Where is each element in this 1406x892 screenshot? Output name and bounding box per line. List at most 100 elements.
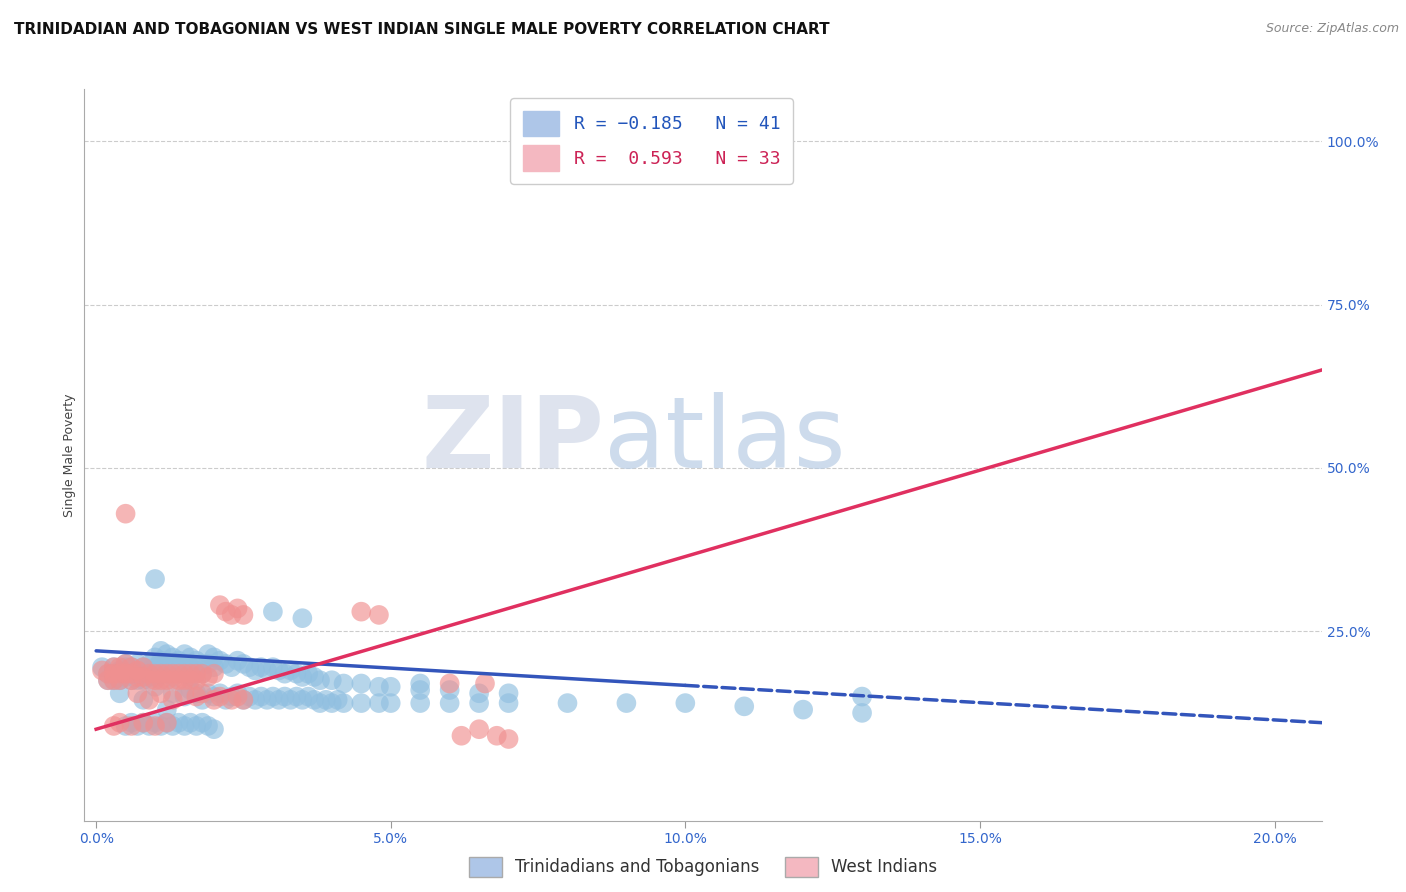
- Point: [468, 723, 491, 737]
- Point: [245, 664, 267, 678]
- Point: [179, 670, 201, 684]
- Point: [127, 719, 149, 733]
- Point: [179, 715, 201, 730]
- Point: [326, 693, 349, 707]
- Point: [273, 690, 295, 704]
- Point: [108, 664, 131, 678]
- Point: [97, 666, 120, 681]
- Point: [132, 666, 155, 681]
- Point: [167, 715, 190, 730]
- Point: [250, 690, 273, 704]
- Point: [309, 696, 332, 710]
- Point: [143, 660, 166, 674]
- Point: [108, 686, 131, 700]
- Point: [162, 673, 184, 688]
- Point: [226, 690, 249, 704]
- Point: [179, 650, 201, 665]
- Point: [138, 657, 160, 671]
- Point: [409, 683, 432, 698]
- Point: [156, 673, 179, 688]
- Point: [262, 660, 284, 674]
- Point: [291, 611, 314, 625]
- Point: [498, 686, 520, 700]
- Point: [332, 676, 354, 690]
- Point: [143, 680, 166, 694]
- Point: [232, 607, 254, 622]
- Point: [485, 729, 508, 743]
- Point: [173, 719, 195, 733]
- Point: [162, 693, 184, 707]
- Point: [197, 647, 219, 661]
- Point: [149, 644, 172, 658]
- Point: [132, 660, 155, 674]
- Point: [108, 660, 131, 674]
- Point: [468, 686, 491, 700]
- Point: [162, 666, 184, 681]
- Point: [108, 715, 131, 730]
- Point: [127, 673, 149, 688]
- Point: [350, 676, 373, 690]
- Point: [439, 676, 461, 690]
- Point: [197, 670, 219, 684]
- Point: [215, 605, 238, 619]
- Point: [297, 690, 319, 704]
- Point: [245, 693, 267, 707]
- Point: [173, 690, 195, 704]
- Point: [350, 605, 373, 619]
- Point: [226, 686, 249, 700]
- Point: [149, 654, 172, 668]
- Point: [221, 607, 243, 622]
- Point: [285, 690, 308, 704]
- Point: [127, 670, 149, 684]
- Point: [368, 680, 391, 694]
- Point: [103, 660, 125, 674]
- Point: [191, 657, 214, 671]
- Point: [167, 673, 190, 688]
- Point: [262, 690, 284, 704]
- Point: [238, 660, 260, 674]
- Point: [256, 664, 278, 678]
- Point: [103, 660, 125, 674]
- Point: [186, 690, 208, 704]
- Point: [197, 719, 219, 733]
- Point: [108, 666, 131, 681]
- Point: [121, 673, 143, 688]
- Point: [191, 715, 214, 730]
- Point: [191, 666, 214, 681]
- Point: [368, 607, 391, 622]
- Point: [186, 664, 208, 678]
- Point: [103, 666, 125, 681]
- Point: [114, 666, 136, 681]
- Point: [156, 703, 179, 717]
- Y-axis label: Single Male Poverty: Single Male Poverty: [63, 393, 76, 516]
- Point: [156, 666, 179, 681]
- Point: [238, 690, 260, 704]
- Point: [179, 683, 201, 698]
- Point: [121, 666, 143, 681]
- Point: [186, 666, 208, 681]
- Point: [202, 690, 225, 704]
- Point: [156, 647, 179, 661]
- Point: [138, 666, 160, 681]
- Point: [167, 664, 190, 678]
- Point: [114, 507, 136, 521]
- Point: [232, 693, 254, 707]
- Point: [439, 683, 461, 698]
- Point: [173, 657, 195, 671]
- Point: [616, 696, 638, 710]
- Point: [167, 654, 190, 668]
- Point: [162, 670, 184, 684]
- Point: [114, 657, 136, 671]
- Point: [409, 696, 432, 710]
- Point: [291, 670, 314, 684]
- Point: [733, 699, 755, 714]
- Point: [97, 673, 120, 688]
- Point: [226, 654, 249, 668]
- Point: [226, 601, 249, 615]
- Point: [114, 670, 136, 684]
- Point: [138, 693, 160, 707]
- Point: [208, 654, 231, 668]
- Text: Source: ZipAtlas.com: Source: ZipAtlas.com: [1265, 22, 1399, 36]
- Point: [186, 686, 208, 700]
- Point: [250, 660, 273, 674]
